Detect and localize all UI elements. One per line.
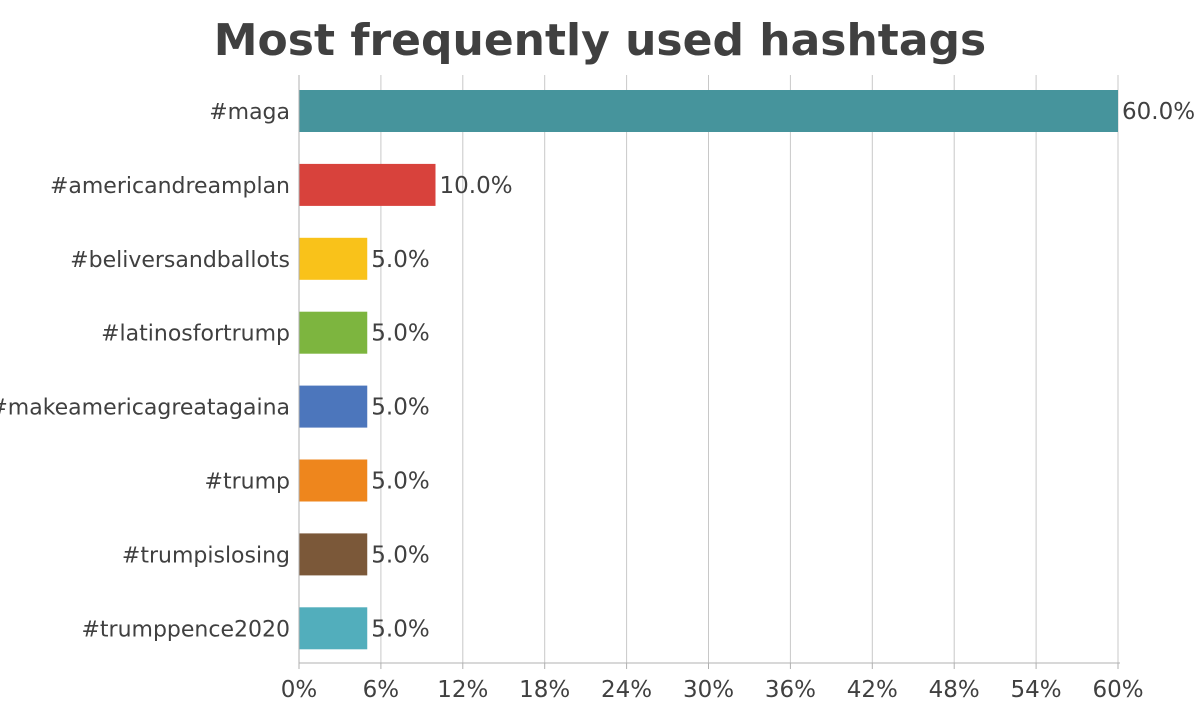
- bar: [299, 90, 1118, 132]
- x-tick-label: 24%: [601, 677, 652, 703]
- x-tick-label: 36%: [765, 677, 816, 703]
- x-tick-label: 12%: [437, 677, 488, 703]
- x-tick-label: 54%: [1011, 677, 1062, 703]
- category-label: #beliversandballots: [70, 248, 290, 273]
- data-label: 5.0%: [371, 395, 429, 421]
- bar: [299, 607, 368, 650]
- x-tick-label: 6%: [363, 677, 400, 703]
- x-tick-label: 42%: [847, 677, 898, 703]
- bar: [299, 237, 368, 280]
- gridlines: [380, 75, 1119, 663]
- x-tick-label: 30%: [683, 677, 734, 703]
- x-tick-label: 48%: [929, 677, 980, 703]
- x-tick-label: 60%: [1092, 677, 1143, 703]
- x-tick-label: 18%: [519, 677, 570, 703]
- labels: 0% 6% 12% 18% 24% 30% 36% 42% 48% 54% 60% #maga 60.0…: [0, 99, 1195, 703]
- data-label: 60.0%: [1122, 99, 1195, 125]
- data-label: 5.0%: [371, 616, 429, 642]
- bar: [299, 459, 368, 502]
- data-label: 5.0%: [371, 247, 429, 273]
- bar: [299, 163, 436, 206]
- bar: [299, 311, 368, 354]
- data-label: 5.0%: [371, 542, 429, 568]
- data-label: 5.0%: [371, 321, 429, 347]
- bar: [299, 533, 368, 576]
- category-label: #trumpislosing: [122, 543, 290, 568]
- chart-title: Most frequently used hashtags: [213, 15, 987, 66]
- category-label: #maga: [209, 100, 290, 125]
- axes: [298, 75, 1120, 669]
- category-label: #trumppence2020: [81, 617, 290, 642]
- category-label: #makeamericagreatagaina: [0, 396, 290, 421]
- data-label: 5.0%: [371, 469, 429, 495]
- category-label: #americandreamplan: [50, 174, 290, 199]
- bars: [299, 90, 1118, 650]
- category-label: #latinosfortrump: [101, 322, 290, 347]
- bar: [299, 385, 368, 428]
- category-label: #trump: [205, 470, 290, 495]
- x-tick-label: 0%: [281, 677, 318, 703]
- data-label: 10.0%: [440, 173, 513, 199]
